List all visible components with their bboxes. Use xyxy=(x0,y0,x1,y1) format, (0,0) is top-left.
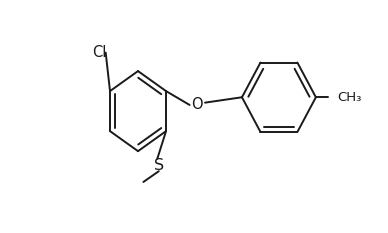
Text: Cl: Cl xyxy=(92,45,106,60)
Text: S: S xyxy=(154,158,164,172)
Text: O: O xyxy=(192,97,203,113)
Text: CH₃: CH₃ xyxy=(338,91,362,104)
